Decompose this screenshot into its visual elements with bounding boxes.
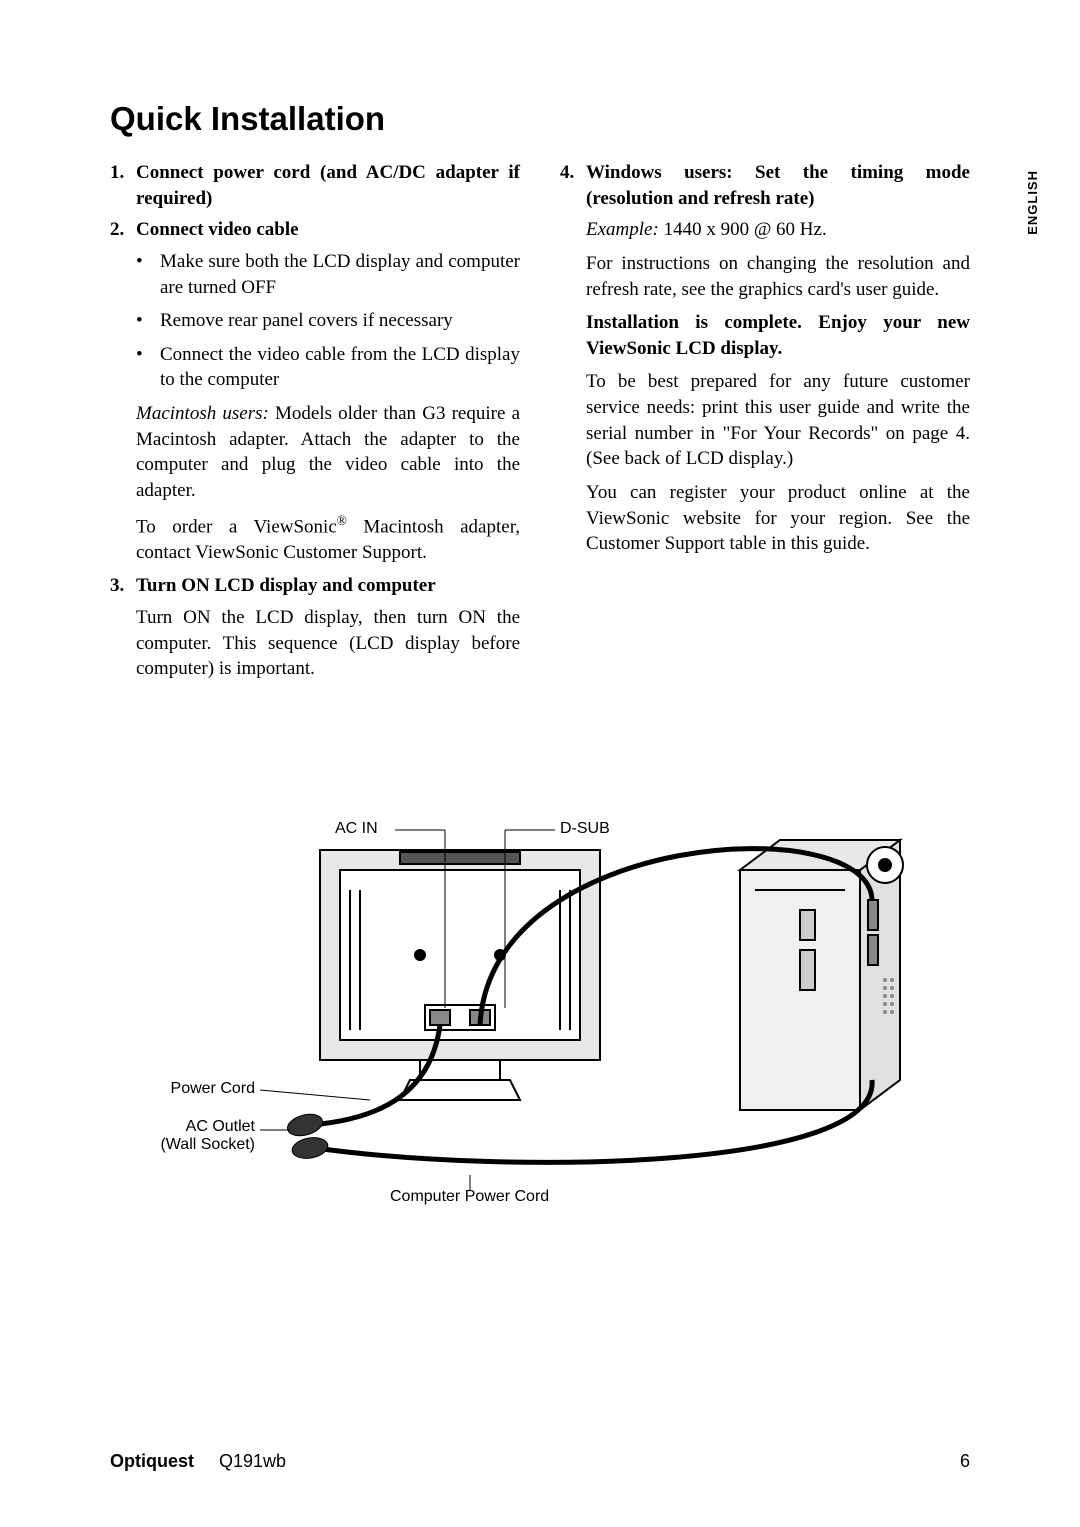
page-footer: Optiquest Q191wb 6 <box>110 1451 970 1472</box>
prep-text: To be best prepared for any future custo… <box>560 369 970 472</box>
step-number: 1. <box>110 160 136 211</box>
bullet-dot: • <box>136 342 160 393</box>
mac-users-label: Macintosh users: <box>136 403 269 424</box>
step-title: Windows users: Set the timing mode (reso… <box>586 160 970 211</box>
mac-order-pre: To order a ViewSonic <box>136 516 337 537</box>
macintosh-note: Macintosh users: Models older than G3 re… <box>110 401 520 504</box>
example-line: Example: 1440 x 900 @ 60 Hz. <box>560 217 970 243</box>
language-side-label: ENGLISH <box>1025 170 1040 235</box>
connection-diagram: AC IN D-SUB Power Cord AC Outlet (Wall S… <box>110 780 970 1210</box>
page-title: Quick Installation <box>110 100 970 138</box>
bullet-dot: • <box>136 308 160 334</box>
step-number: 2. <box>110 217 136 243</box>
left-column: 1. Connect power cord (and AC/DC adapter… <box>110 160 520 690</box>
bullet-list: •Make sure both the LCD display and comp… <box>110 249 520 393</box>
footer-model: Q191wb <box>219 1451 286 1471</box>
label-ac-outlet: AC Outlet (Wall Socket) <box>150 1118 255 1154</box>
label-ac-in: AC IN <box>335 820 378 838</box>
label-computer-power-cord: Computer Power Cord <box>390 1188 549 1206</box>
bullet-text: Connect the video cable from the LCD dis… <box>160 342 520 393</box>
mac-order-note: To order a ViewSonic® Macintosh adapter,… <box>110 512 520 566</box>
step-body-text: Turn ON the LCD display, then turn ON th… <box>110 605 520 682</box>
content-columns: 1. Connect power cord (and AC/DC adapter… <box>110 160 970 690</box>
installation-complete: Installation is complete. Enjoy your new… <box>560 310 970 361</box>
step-title: Connect power cord (and AC/DC adapter if… <box>136 160 520 211</box>
label-dsub: D-SUB <box>560 820 610 838</box>
instructions-text: For instructions on changing the resolut… <box>560 251 970 302</box>
registered-mark: ® <box>337 513 347 528</box>
register-text: You can register your product online at … <box>560 480 970 557</box>
right-column: 4. Windows users: Set the timing mode (r… <box>560 160 970 690</box>
example-label: Example: <box>586 219 659 240</box>
footer-brand: Optiquest <box>110 1451 194 1471</box>
step-number: 3. <box>110 573 136 599</box>
bullet-text: Remove rear panel covers if necessary <box>160 308 520 334</box>
label-ac-outlet-line2: (Wall Socket) <box>150 1136 255 1154</box>
footer-page-number: 6 <box>960 1451 970 1472</box>
example-value: 1440 x 900 @ 60 Hz. <box>659 219 827 240</box>
bullet-dot: • <box>136 249 160 300</box>
bullet-text: Make sure both the LCD display and compu… <box>160 249 520 300</box>
footer-left: Optiquest Q191wb <box>110 1451 286 1472</box>
step-title: Connect video cable <box>136 217 520 243</box>
step-title: Turn ON LCD display and computer <box>136 573 520 599</box>
step-number: 4. <box>560 160 586 211</box>
label-ac-outlet-line1: AC Outlet <box>150 1118 255 1136</box>
label-power-cord: Power Cord <box>165 1080 255 1098</box>
